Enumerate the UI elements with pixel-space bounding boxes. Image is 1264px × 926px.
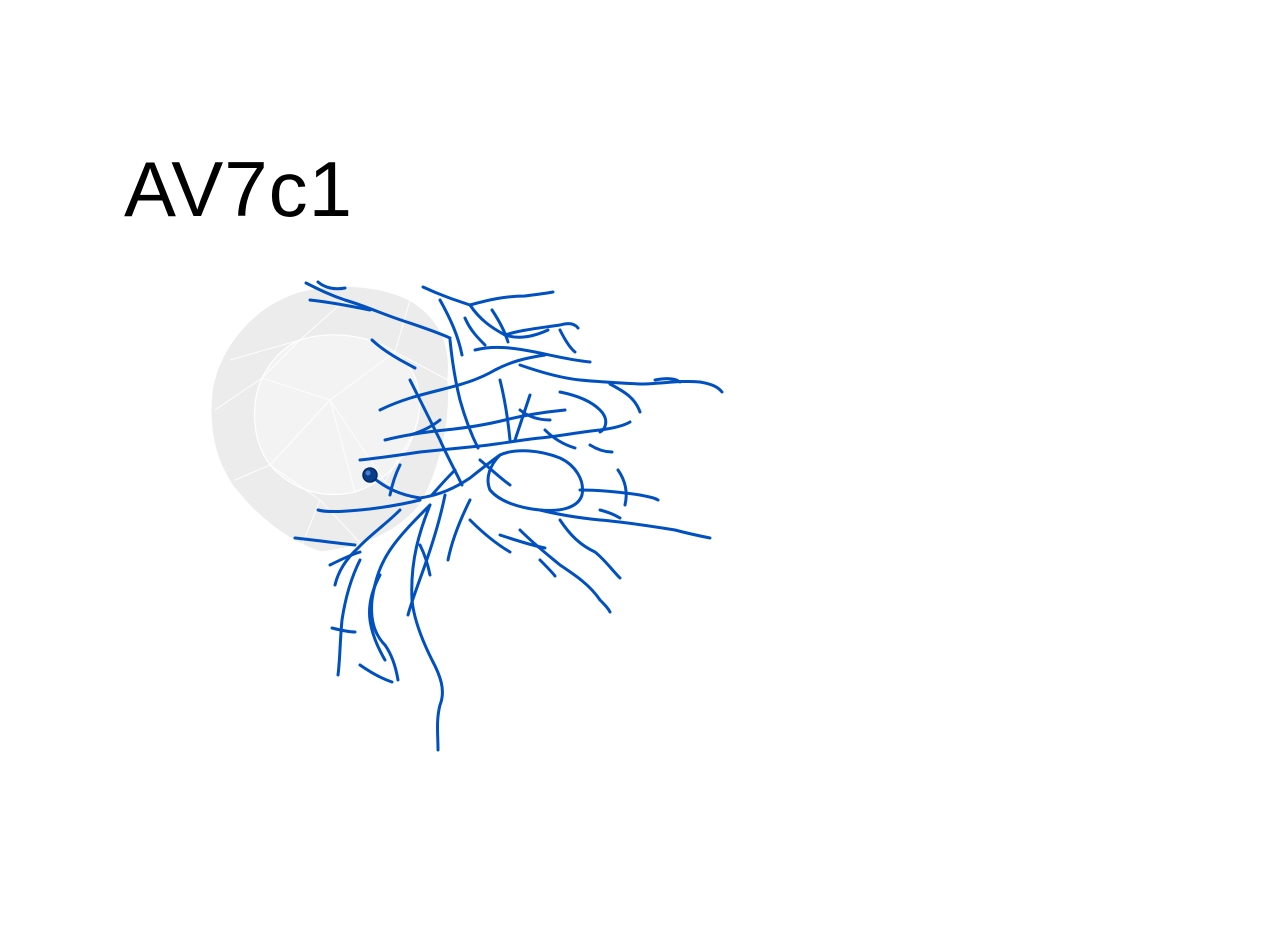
neuron-skeleton xyxy=(293,280,724,752)
branch-loop xyxy=(486,449,585,512)
descending-axon xyxy=(410,503,444,752)
soma-highlight xyxy=(365,470,371,476)
soma-sphere xyxy=(362,467,378,483)
soma xyxy=(362,467,378,483)
neuron-title: AV7c1 xyxy=(124,145,354,233)
neuropil-mesh-inner xyxy=(253,334,421,496)
